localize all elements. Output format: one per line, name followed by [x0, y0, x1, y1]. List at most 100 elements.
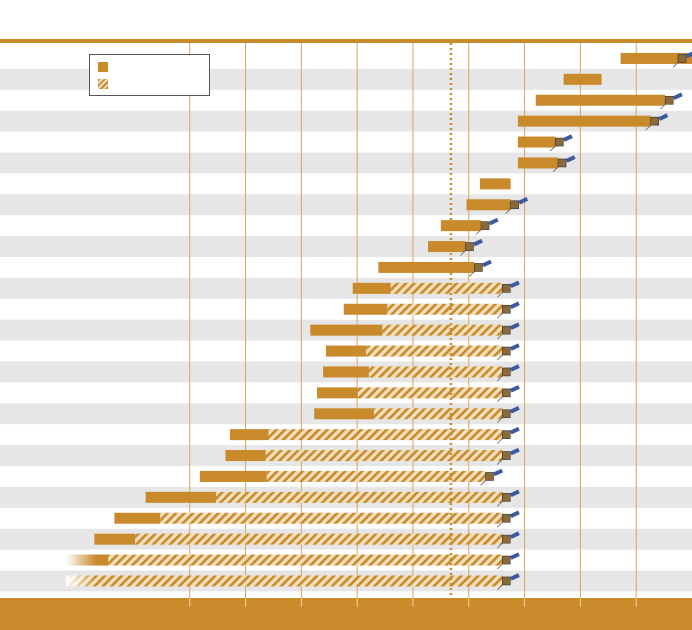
spacecraft-icon — [505, 197, 529, 215]
solar-panel — [658, 113, 669, 121]
spacecraft-body — [557, 158, 567, 168]
spacecraft-icon — [496, 510, 520, 528]
spacecraft-body — [480, 221, 490, 230]
prime-mission-bar — [199, 470, 267, 482]
solar-panel — [509, 364, 520, 372]
spacecraft-icon — [496, 489, 520, 507]
solar-panel — [562, 134, 573, 142]
prime-mission-bar — [620, 52, 692, 64]
solar-panel — [509, 447, 520, 456]
spacecraft-icons — [460, 50, 692, 591]
prime-mission-bar — [466, 199, 511, 211]
row-stripe — [0, 277, 692, 299]
solar-panel — [488, 217, 499, 226]
extended-mission-bar — [265, 450, 503, 462]
antenna — [549, 145, 556, 152]
spacecraft-icon — [552, 155, 576, 173]
spacecraft-body — [510, 200, 519, 210]
spacecraft-body — [650, 116, 660, 126]
antenna — [475, 229, 482, 235]
extended-mission-bar — [357, 387, 503, 399]
axis-ticks — [189, 598, 637, 607]
solar-panel — [509, 531, 520, 539]
prime-mission-bar — [352, 282, 391, 294]
spacecraft-icon — [496, 447, 520, 465]
extended-mission-bar — [387, 303, 503, 315]
solar-panel — [473, 238, 483, 247]
spacecraft-icon — [475, 217, 499, 235]
spacecraft-body — [501, 409, 511, 419]
spacecraft-icon — [496, 531, 520, 549]
prime-mission-bar — [325, 345, 367, 357]
solar-panel — [509, 322, 520, 330]
prime-mission-bar — [517, 157, 559, 169]
solar-panel — [509, 406, 520, 414]
prime-mission-bar — [94, 533, 136, 545]
solar-panel — [509, 301, 520, 309]
legend-swatch-hatched — [98, 79, 108, 89]
antenna — [496, 333, 503, 340]
prime-mission-bar — [314, 408, 374, 420]
extended-mission-bar — [215, 491, 503, 503]
prime-mission-bar — [323, 366, 369, 378]
solar-panel — [509, 489, 520, 498]
solar-panel — [672, 92, 683, 100]
solar-panel — [509, 385, 520, 393]
spacecraft-icon — [645, 113, 669, 131]
spacecraft-body — [664, 95, 674, 105]
spacecraft-icon — [496, 552, 520, 570]
spacecraft-body — [501, 430, 511, 439]
solar-panel — [509, 573, 520, 581]
extended-mission-bar — [366, 345, 503, 357]
row-stripe — [0, 236, 692, 257]
spacecraft-body — [474, 263, 483, 272]
prime-mission-bar — [310, 324, 383, 336]
antenna — [505, 208, 511, 215]
extended-mission-bar — [390, 282, 503, 294]
extended-mission-bar — [368, 366, 503, 378]
solar-panel — [482, 259, 492, 268]
spacecraft-body — [501, 534, 511, 544]
row-stripe — [0, 194, 692, 216]
spacecraft-icon — [496, 280, 520, 298]
antenna — [672, 62, 679, 68]
bar-fade — [65, 554, 96, 566]
prime-mission-bar — [535, 94, 666, 106]
solar-panel — [565, 155, 576, 163]
extended-mission-bar — [373, 408, 503, 420]
prime-mission-bar — [114, 512, 161, 524]
spacecraft-icon — [659, 92, 683, 110]
antenna — [496, 563, 503, 570]
antenna — [496, 396, 503, 403]
spacecraft-body — [465, 242, 474, 251]
spacecraft-body — [501, 576, 511, 586]
spacecraft-body — [501, 325, 511, 335]
spacecraft-body — [501, 284, 511, 293]
spacecraft-icon — [672, 50, 692, 68]
extended-mission-bar — [268, 429, 503, 441]
antenna — [496, 521, 503, 528]
spacecraft-icon — [480, 468, 504, 486]
extended-mission-bar — [160, 512, 503, 524]
antenna — [496, 584, 503, 591]
prime-mission-bar — [229, 429, 269, 441]
solar-panel — [518, 197, 529, 205]
spacecraft-body — [501, 388, 511, 398]
spacecraft-body — [554, 137, 564, 147]
prime-mission-bar — [145, 491, 216, 503]
time-axis-band — [0, 598, 692, 630]
legend-item-extended — [98, 79, 114, 89]
prime-mission-bar — [440, 220, 482, 232]
spacecraft-body — [485, 472, 494, 481]
spacecraft-body — [501, 513, 511, 523]
spacecraft-icon — [496, 406, 520, 424]
spacecraft-body — [501, 493, 511, 502]
prime-mission-bar — [378, 261, 475, 273]
prime-mission-bar — [517, 136, 556, 148]
antenna — [480, 480, 486, 486]
antenna — [552, 166, 559, 173]
prime-mission-bar — [428, 241, 466, 253]
legend-swatch-solid — [98, 62, 108, 72]
prime-mission-bar — [563, 73, 602, 85]
spacecraft-icon — [549, 134, 573, 152]
